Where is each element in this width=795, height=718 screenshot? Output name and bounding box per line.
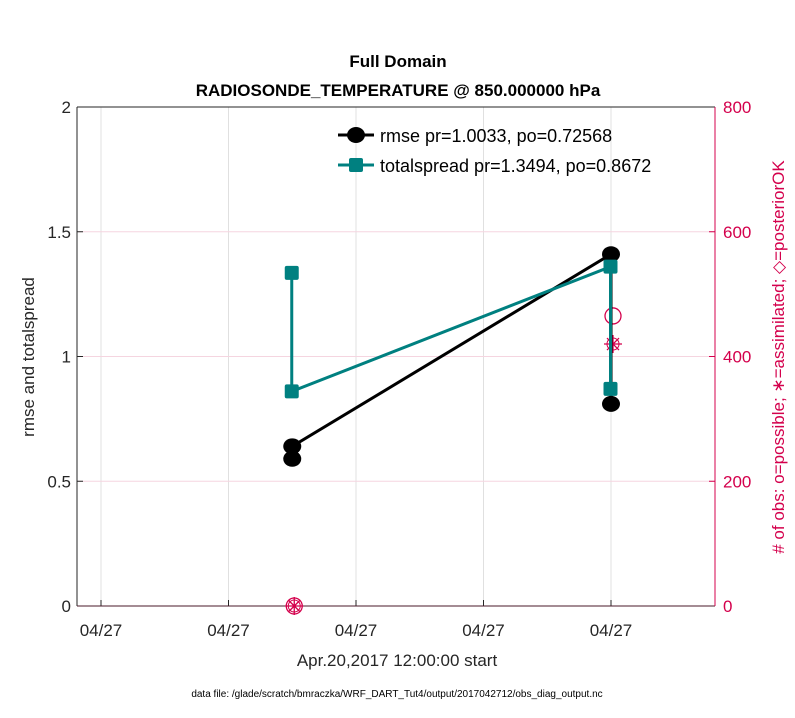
chart-title: Full Domain — [349, 52, 446, 71]
x-tick-label: 04/27 — [590, 621, 633, 640]
rmse-point — [602, 395, 620, 412]
y2-axis-label: # of obs: o=possible; ∗=assimilated; ◇=p… — [769, 160, 788, 554]
obs-assimilated-marker — [285, 597, 304, 615]
footer-datafile: data file: /glade/scratch/bmraczka/WRF_D… — [191, 689, 602, 700]
chart-subtitle: RADIOSONDE_TEMPERATURE @ 850.000000 hPa — [196, 81, 601, 100]
y2-tick-label: 400 — [723, 348, 751, 367]
y-axis-label: rmse and totalspread — [19, 277, 38, 437]
y2-tick-label: 800 — [723, 98, 751, 117]
legend-marker-square — [349, 158, 363, 172]
y-tick-label: 1 — [62, 348, 71, 367]
totalspread-point — [284, 384, 299, 399]
totalspread-point — [603, 381, 618, 396]
x-axis-label: Apr.20,2017 12:00:00 start — [297, 651, 498, 670]
x-tick-label: 04/27 — [207, 621, 250, 640]
x-tick-label: 04/27 — [335, 621, 378, 640]
x-tick-label: 04/27 — [462, 621, 505, 640]
obs-assimilated-marker — [604, 335, 622, 354]
rmse-point — [602, 246, 620, 263]
obs-possible-marker — [604, 307, 622, 325]
y-tick-label: 0 — [62, 597, 71, 616]
totalspread-point — [284, 265, 299, 280]
legend-marker-circle — [347, 127, 365, 143]
y2-tick-label: 0 — [723, 597, 732, 616]
y-tick-label: 1.5 — [47, 223, 71, 242]
y-tick-label: 0.5 — [47, 472, 71, 491]
totalspread-point — [603, 259, 618, 274]
y2-tick-label: 200 — [723, 472, 751, 491]
rmse-point — [283, 450, 302, 467]
legend-entry: rmse pr=1.0033, po=0.72568 — [380, 126, 612, 146]
rmse-point — [283, 438, 302, 455]
y2-tick-label: 600 — [723, 223, 751, 242]
obs-posterior-marker — [287, 599, 301, 613]
x-tick-label: 04/27 — [80, 621, 123, 640]
obs-posterior-marker — [606, 337, 620, 351]
legend-entry: totalspread pr=1.3494, po=0.8672 — [380, 156, 651, 176]
y-tick-label: 2 — [62, 98, 71, 117]
series-line-1 — [290, 264, 612, 394]
